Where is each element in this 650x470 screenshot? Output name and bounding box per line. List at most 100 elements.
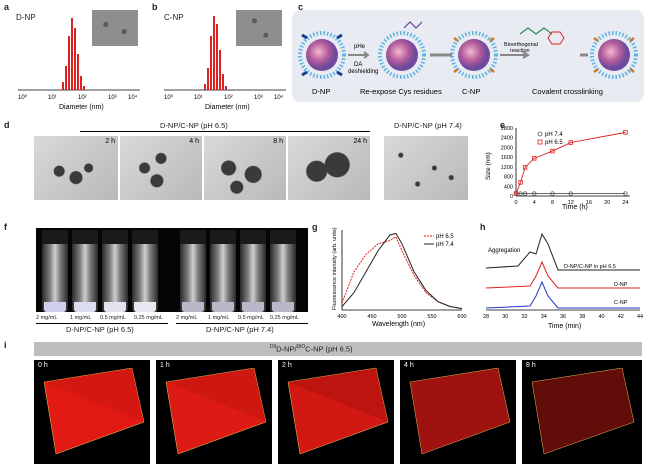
conc-label: 1 mg/mL bbox=[70, 315, 92, 321]
panel-b-xlabel: Diameter (nm) bbox=[205, 104, 250, 111]
panel-b-inset-image bbox=[236, 10, 282, 46]
trace-mixed bbox=[485, 232, 640, 271]
legend-ph65: pH 6.5 bbox=[436, 234, 454, 240]
arrow-right bbox=[348, 51, 370, 59]
step3-reaction: reaction bbox=[510, 48, 530, 54]
panel-b-tick: 10¹ bbox=[194, 95, 203, 101]
panel-f-photo bbox=[36, 228, 308, 312]
panel-g-xlabel: Wavelength (nm) bbox=[372, 321, 425, 328]
np-c bbox=[450, 31, 498, 79]
step1-DA: DA bbox=[354, 62, 362, 68]
vial bbox=[42, 230, 68, 312]
trace-cnp bbox=[485, 280, 640, 309]
confocal-3d-2h: 2 h bbox=[278, 360, 394, 464]
data-point bbox=[623, 130, 628, 135]
panel-d-title-ph65: D-NP/C-NP (pH 6.5) bbox=[160, 121, 228, 130]
step1-deshielding: deshielding bbox=[348, 69, 378, 75]
vial bbox=[102, 230, 128, 312]
data-point bbox=[568, 140, 573, 145]
arrow-right-2 bbox=[500, 51, 530, 59]
data-point bbox=[518, 180, 523, 185]
panel-h-xtick: 34 bbox=[541, 314, 547, 320]
conc-label: 0.25 mg/mL bbox=[270, 315, 300, 321]
confocal-time: 4 h bbox=[404, 362, 414, 369]
confocal-3d-1h: 1 h bbox=[156, 360, 272, 464]
np-crosslinked bbox=[590, 31, 638, 79]
tem-image-8h: 8 h bbox=[204, 136, 286, 200]
confocal-3d-4h: 4 h bbox=[400, 360, 516, 464]
panel-h-xtick: 38 bbox=[579, 314, 585, 320]
vial bbox=[270, 230, 296, 312]
tem-time-label: 2 h bbox=[105, 138, 115, 145]
panel-a-tick: 10² bbox=[78, 95, 87, 101]
panel-a-tick: 10³ bbox=[108, 95, 117, 101]
panel-e-ytick: 2400 bbox=[501, 136, 513, 142]
panel-h-xtick: 30 bbox=[502, 314, 508, 320]
panel-e-xtick: 20 bbox=[604, 200, 610, 206]
panel-a-histogram: 10⁰ 10¹ 10² 10³ 10⁴ Diameter (nm) bbox=[18, 18, 140, 111]
panel-label-a: a bbox=[4, 2, 10, 12]
conc-label: 2 mg/mL bbox=[176, 315, 198, 321]
panel-g-xtick: 500 bbox=[397, 314, 406, 320]
panel-a-tick: 10⁴ bbox=[128, 94, 138, 101]
panel-e-xtick: 8 bbox=[551, 200, 554, 206]
panel-e-ytick: 400 bbox=[504, 184, 513, 190]
step3-bioorthogonal: Bioorthogonal bbox=[504, 42, 538, 48]
conc-label: 0.5 mg/mL bbox=[100, 315, 126, 321]
panel-g-xtick: 450 bbox=[367, 314, 376, 320]
panel-e-ytick: 2800 bbox=[501, 126, 513, 132]
data-point bbox=[522, 191, 528, 196]
conc-label: 2 mg/mL bbox=[36, 315, 58, 321]
panel-g-xtick: 400 bbox=[337, 314, 346, 320]
vial bbox=[240, 230, 266, 312]
panel-g-chart: 400 450 500 550 600 Fluorescence intensity (… bbox=[332, 227, 467, 328]
panel-d-title-ph74: D-NP/C-NP (pH 7.4) bbox=[394, 121, 462, 130]
label-cnp: C-NP bbox=[614, 300, 628, 306]
panel-i-title-bar bbox=[34, 342, 642, 356]
conc-label: 1 mg/mL bbox=[208, 315, 230, 321]
panel-a-inset-image bbox=[92, 10, 138, 46]
legend-marker-ph74 bbox=[537, 131, 543, 137]
panel-e-xlabel: Time (h) bbox=[562, 204, 588, 211]
label-crosslinking: Covalent crosslinking bbox=[532, 87, 603, 96]
panel-label-b: b bbox=[152, 2, 158, 12]
data-point bbox=[550, 148, 555, 154]
vial bbox=[210, 230, 236, 312]
panel-label-g: g bbox=[312, 222, 318, 232]
panel-g-ylabel: Fluorescence intensity (arb. units) bbox=[332, 227, 338, 310]
panel-c-schematic: pHe DA deshielding Bioorthogonal reactio… bbox=[298, 21, 638, 96]
panel-e-ytick: 2000 bbox=[501, 145, 513, 151]
tem-time-label: 24 h bbox=[353, 138, 367, 145]
legend-marker-ph65 bbox=[537, 139, 543, 145]
tem-time-label: 4 h bbox=[189, 138, 199, 145]
np-d bbox=[298, 31, 346, 79]
panel-b-tick: 10⁴ bbox=[274, 94, 284, 101]
panel-label-h: h bbox=[480, 222, 486, 232]
panel-b-tick: 10³ bbox=[254, 95, 263, 101]
panel-e-xtick: 0 bbox=[514, 200, 517, 206]
series-line-pH7.4 bbox=[341, 232, 463, 310]
panel-d-title-line bbox=[80, 131, 370, 132]
conc-label: 0.5 mg/mL bbox=[238, 315, 264, 321]
legend-ph65: pH 6.5 bbox=[545, 140, 563, 146]
confocal-time: 8 h bbox=[526, 362, 536, 369]
panel-f-group2: D-NP/C-NP (pH 7.4) bbox=[206, 325, 274, 334]
panel-a-tick: 10⁰ bbox=[18, 94, 28, 101]
panel-e-xtick: 4 bbox=[533, 200, 536, 206]
confocal-3d-8h: 8 h bbox=[522, 360, 642, 464]
confocal-time: 0 h bbox=[38, 362, 48, 369]
panel-label-d: d bbox=[4, 120, 10, 130]
vial bbox=[72, 230, 98, 312]
panel-a-name: D-NP bbox=[16, 13, 36, 22]
label-dnp: D-NP bbox=[614, 282, 628, 288]
series-line-pH6.5 bbox=[341, 236, 463, 310]
data-point bbox=[568, 191, 573, 196]
panel-e-ytick: 1600 bbox=[501, 155, 513, 161]
tem-image-4h: 4 h bbox=[120, 136, 202, 200]
panel-h-xtick: 44 bbox=[637, 314, 643, 320]
conc-label: 0.25 mg/mL bbox=[134, 315, 164, 321]
trace-dnp bbox=[485, 260, 640, 289]
data-point bbox=[532, 156, 537, 161]
panel-h-xtick: 32 bbox=[521, 314, 527, 320]
